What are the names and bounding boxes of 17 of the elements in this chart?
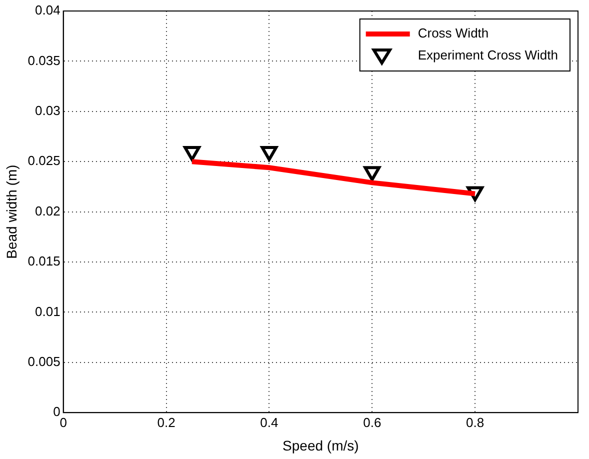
y-axis-title: Bead width (m) [3, 164, 20, 259]
y-tick-label: 0.04 [35, 2, 60, 18]
y-tick-label: 0.025 [28, 153, 60, 168]
x-tick-label: 0.2 [157, 414, 176, 430]
y-tick-label: 0.01 [35, 304, 60, 319]
y-tick-label: 0.03 [35, 102, 60, 118]
x-tick-label: 0.6 [363, 414, 382, 430]
legend-label: Experiment Cross Width [418, 48, 558, 63]
y-tick-label: 0 [53, 404, 60, 420]
y-tick-label: 0.035 [28, 52, 60, 68]
y-tick-label: 0.005 [28, 354, 60, 369]
legend-label: Cross Width [418, 26, 489, 41]
x-tick-label: 0.8 [466, 414, 484, 430]
y-tick-label: 0.02 [35, 203, 60, 218]
x-tick-label: 0.4 [260, 414, 278, 430]
y-tick-label: 0.015 [28, 254, 60, 269]
x-axis-title: Speed (m/s) [282, 437, 359, 454]
